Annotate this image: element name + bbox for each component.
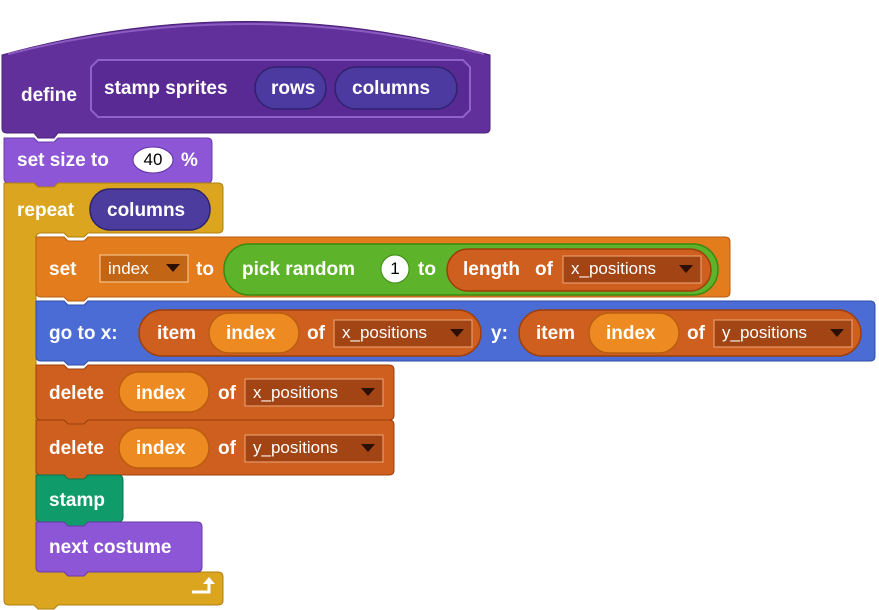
item-y-label: item	[536, 323, 576, 344]
delete-y-index-var	[118, 427, 210, 469]
delete-x-list-dropdown	[244, 378, 384, 407]
set-to-label: to	[196, 259, 214, 280]
item-x-of-label: of	[307, 323, 325, 344]
repeat-block[interactable]	[3, 182, 224, 610]
goto-y-label: y:	[491, 323, 508, 344]
item-x-list-name[interactable]: x_positions	[342, 323, 428, 342]
delete-y-label: delete	[49, 438, 104, 459]
length-list-name[interactable]: x_positions	[571, 259, 657, 278]
goto-label: go to x:	[49, 323, 118, 344]
item-x-list-dropdown	[333, 319, 473, 348]
delete-x-of-label: of	[218, 383, 236, 404]
repeat-count-reporter	[89, 188, 211, 231]
set-variable-block[interactable]	[35, 236, 731, 302]
item-x-label: item	[157, 323, 197, 344]
param-columns-label: columns	[352, 78, 431, 99]
size-number-slot	[132, 146, 174, 174]
stamp-block[interactable]	[35, 474, 124, 527]
length-label: length	[463, 259, 520, 280]
delete-y-of-label: of	[218, 438, 236, 459]
delete-x-index-var	[118, 371, 210, 413]
random-from-slot	[380, 254, 410, 284]
size-value[interactable]: 40	[143, 150, 163, 169]
repeat-arg-label: columns	[107, 200, 186, 221]
delete-y-index-label: index	[136, 438, 186, 459]
custom-block-name: stamp sprites	[104, 78, 228, 99]
random-from-value[interactable]: 1	[390, 259, 400, 278]
pick-random-label: pick random	[242, 259, 355, 280]
next-costume-block[interactable]	[35, 521, 203, 577]
item-y-of-label: of	[687, 323, 705, 344]
length-of-label: of	[535, 259, 553, 280]
repeat-label: repeat	[17, 200, 75, 221]
item-x-index-var	[208, 312, 300, 354]
length-list-dropdown	[562, 255, 702, 284]
delete-y-list-name[interactable]: y_positions	[253, 438, 339, 457]
item-y-index-label: index	[606, 323, 656, 344]
next-costume-label: next costume	[49, 537, 172, 558]
item-x-index-label: index	[226, 323, 276, 344]
delete-y-block[interactable]	[35, 419, 395, 480]
param-rows-label: rows	[271, 78, 316, 99]
set-size-label: set size to	[17, 150, 109, 171]
delete-x-list-name[interactable]: x_positions	[253, 383, 339, 402]
param-rows[interactable]	[254, 66, 327, 110]
delete-y-list-dropdown	[244, 434, 384, 463]
param-columns[interactable]	[334, 66, 458, 110]
define-keyword: define	[21, 85, 77, 106]
delete-x-block[interactable]	[35, 364, 395, 425]
size-unit: %	[181, 150, 198, 171]
random-to-label: to	[418, 259, 436, 280]
item-y-list-name[interactable]: y_positions	[722, 323, 808, 342]
set-size-block[interactable]	[3, 137, 213, 188]
delete-x-index-label: index	[136, 383, 186, 404]
item-y-list-dropdown	[713, 319, 853, 348]
item-y-index-var	[588, 312, 680, 354]
delete-x-label: delete	[49, 383, 104, 404]
stamp-label: stamp	[49, 490, 105, 511]
set-label: set	[49, 259, 77, 280]
set-variable-name[interactable]: index	[108, 259, 149, 278]
